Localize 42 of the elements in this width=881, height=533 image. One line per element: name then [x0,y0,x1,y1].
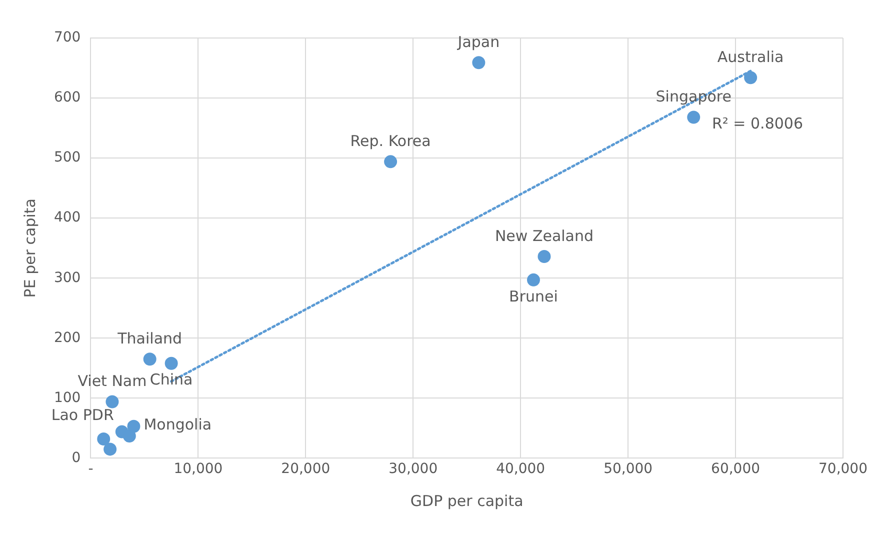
y-tick-label: 200 [54,330,81,346]
point [97,432,110,446]
annotation: Viet Nam [78,372,147,390]
point [687,110,700,124]
y-tick-label: 100 [54,390,81,406]
annotation: Rep. Korea [350,132,431,150]
y-tick-label: 0 [72,450,81,466]
annotation: Brunei [509,287,558,306]
x-axis-title: GDP per capita [410,492,524,510]
point [127,420,140,433]
point [164,356,178,370]
x-tick-label: 70,000 [818,461,868,478]
annotation: Japan [456,33,500,51]
x-tick-label: - [88,461,94,478]
point [538,250,551,264]
point [143,352,156,366]
point [122,429,136,442]
annotation: Australia [717,48,784,66]
x-tick-label: 50,000 [604,461,653,478]
y-tick-label: 500 [54,150,81,166]
annotation: Lao PDR [51,406,114,424]
x-tick-label: 40,000 [496,461,546,478]
annotation: Mongolia [144,415,212,434]
y-tick-label: 300 [54,270,81,286]
annotation: New Zealand [494,226,594,245]
x-tick-label: 20,000 [281,461,330,478]
point [526,273,540,286]
annotation: China [150,370,193,389]
y-tick-label: 600 [54,90,81,106]
point [104,442,117,456]
point [106,395,119,408]
point [744,71,758,84]
x-tick-label: 60,000 [711,461,760,478]
point [472,56,486,70]
annotation: Thailand [116,330,182,348]
x-tick-label: 10,000 [174,461,223,478]
annotation: R² = 0.8006 [712,114,804,133]
y-axis-title: PE per capita [20,198,39,298]
x-tick-label: 30,000 [388,461,438,478]
y-tick-label: 700 [54,30,81,46]
y-tick-label: 400 [54,210,81,226]
point [384,155,398,168]
